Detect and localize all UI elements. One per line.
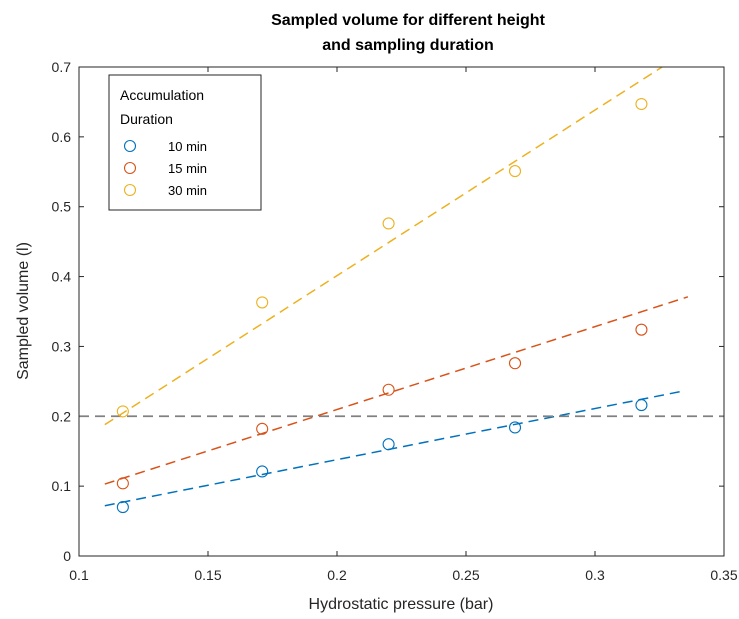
data-point-10-min xyxy=(256,465,269,478)
y-tick-label: 0 xyxy=(63,548,71,564)
data-point-15-min xyxy=(256,422,269,435)
y-tick-label: 0.3 xyxy=(52,338,72,354)
y-tick-label: 0.1 xyxy=(52,478,72,494)
x-axis-ticks: 0.1 0.15 0.2 0.25 0.3 0.35 xyxy=(69,67,738,583)
data-point-30-min xyxy=(382,217,395,230)
x-tick-label: 0.35 xyxy=(710,567,737,583)
data-point-30-min xyxy=(635,97,648,111)
data-point-15-min xyxy=(635,323,648,336)
y-tick-label: 0.7 xyxy=(52,59,72,75)
y-tick-label: 0.2 xyxy=(52,408,72,424)
fit-line-15-min xyxy=(104,296,689,485)
x-tick-label: 0.2 xyxy=(327,567,347,583)
legend-label-10-min: 10 min xyxy=(168,139,207,154)
data-point-10-min xyxy=(116,501,129,514)
chart-title-line-1: Sampled volume for different height xyxy=(271,12,545,29)
x-tick-label: 0.15 xyxy=(194,567,221,583)
fit-line-10-min xyxy=(104,390,683,507)
legend-marker-10-min xyxy=(123,139,137,153)
legend-label-30-min: 30 min xyxy=(168,183,207,198)
x-tick-label: 0.25 xyxy=(452,567,479,583)
x-tick-label: 0.1 xyxy=(69,567,89,583)
fit-line-30-min xyxy=(104,66,663,426)
y-axis-ticks: 0 0.1 0.2 0.3 0.4 0.5 0.6 0.7 xyxy=(52,59,724,564)
data-point-15-min xyxy=(382,383,395,396)
legend-title-line-1: Accumulation xyxy=(120,87,204,103)
legend-title-line-2: Duration xyxy=(120,111,173,127)
data-point-10-min xyxy=(635,399,648,412)
data-point-10-min xyxy=(382,438,395,451)
y-tick-label: 0.4 xyxy=(52,269,72,285)
y-axis-label: Sampled volume (l) xyxy=(15,242,32,380)
y-tick-label: 0.6 xyxy=(52,129,72,145)
x-axis-label: Hydrostatic pressure (bar) xyxy=(309,596,494,613)
fit-lines xyxy=(104,66,689,507)
data-point-30-min xyxy=(116,405,129,418)
legend-marker-30-min xyxy=(123,183,137,197)
x-tick-label: 0.3 xyxy=(585,567,605,583)
data-points xyxy=(116,97,648,514)
data-point-15-min xyxy=(116,477,129,490)
legend: Accumulation Duration 10 min 15 min 30 m… xyxy=(108,74,262,211)
legend-marker-15-min xyxy=(123,161,137,175)
data-point-30-min xyxy=(508,165,522,178)
legend-label-15-min: 15 min xyxy=(168,161,207,176)
data-point-10-min xyxy=(508,421,522,434)
data-point-15-min xyxy=(508,357,522,370)
data-point-30-min xyxy=(256,296,269,309)
y-tick-label: 0.5 xyxy=(52,199,72,215)
chart-title-line-2: and sampling duration xyxy=(322,37,494,54)
plot-frame xyxy=(78,66,725,557)
